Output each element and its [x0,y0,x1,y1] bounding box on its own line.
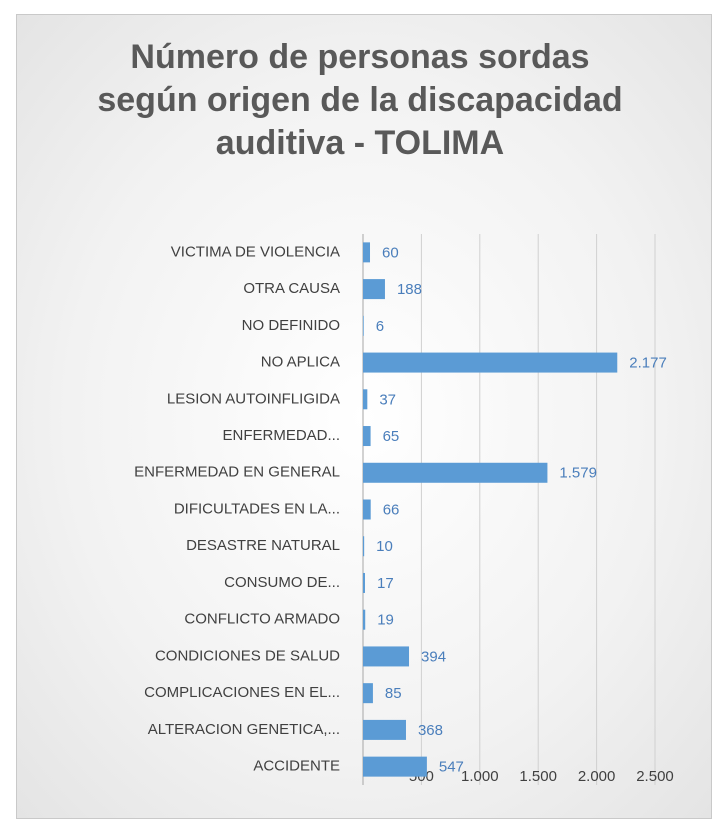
data-label: 19 [377,612,394,629]
y-tick-label: ALTERACION GENETICA,... [148,721,340,738]
y-tick-label: OTRA CAUSA [243,280,340,297]
y-tick-label: ENFERMEDAD... [222,427,340,444]
data-label: 6 [376,318,384,335]
bar [363,462,548,483]
data-label: 66 [383,501,400,518]
x-tick-label: 1.000 [461,768,499,785]
data-label: 60 [382,244,399,261]
bar [363,426,371,447]
bar [363,756,427,777]
data-label: 368 [418,722,443,739]
bar [363,646,410,667]
y-tick-label: VICTIMA DE VIOLENCIA [171,243,340,260]
data-label: 85 [385,685,402,702]
bar [363,499,371,520]
y-tick-label: NO APLICA [261,354,340,371]
data-label: 10 [376,538,393,555]
chart-title: Número de personas sordas según origen d… [97,38,623,162]
x-tick-label: 1.500 [519,768,557,785]
y-tick-label: DIFICULTADES EN LA... [174,500,340,517]
y-tick-label: CONFLICTO ARMADO [184,611,340,628]
y-tick-label: ACCIDENTE [253,758,340,775]
data-label: 394 [421,648,446,665]
bar [363,572,365,593]
bar [363,536,365,557]
data-label: 17 [377,575,394,592]
y-tick-label: NO DEFINIDO [242,317,340,334]
data-label: 188 [397,281,422,298]
y-tick-label: LESION AUTOINFLIGIDA [167,390,340,407]
y-tick-label: COMPLICACIONES EN EL... [144,684,340,701]
x-tick-label: 2.000 [578,768,616,785]
bar [363,242,371,263]
y-tick-label: CONDICIONES DE SALUD [155,647,340,664]
y-tick-label: ENFERMEDAD EN GENERAL [134,464,340,481]
data-label: 547 [439,759,464,776]
y-tick-label: CONSUMO DE... [224,574,340,591]
data-label: 65 [383,428,400,445]
data-label: 1.579 [559,465,597,482]
bar [363,315,364,336]
bar [363,279,385,300]
bar [363,389,368,410]
data-label: 2.177 [629,355,667,372]
y-tick-label: DESASTRE NATURAL [186,537,340,554]
bar [363,352,618,373]
x-tick-label: 2.500 [636,768,674,785]
bar [363,719,406,740]
data-label: 37 [379,391,396,408]
bar [363,609,366,630]
bar [363,683,373,704]
